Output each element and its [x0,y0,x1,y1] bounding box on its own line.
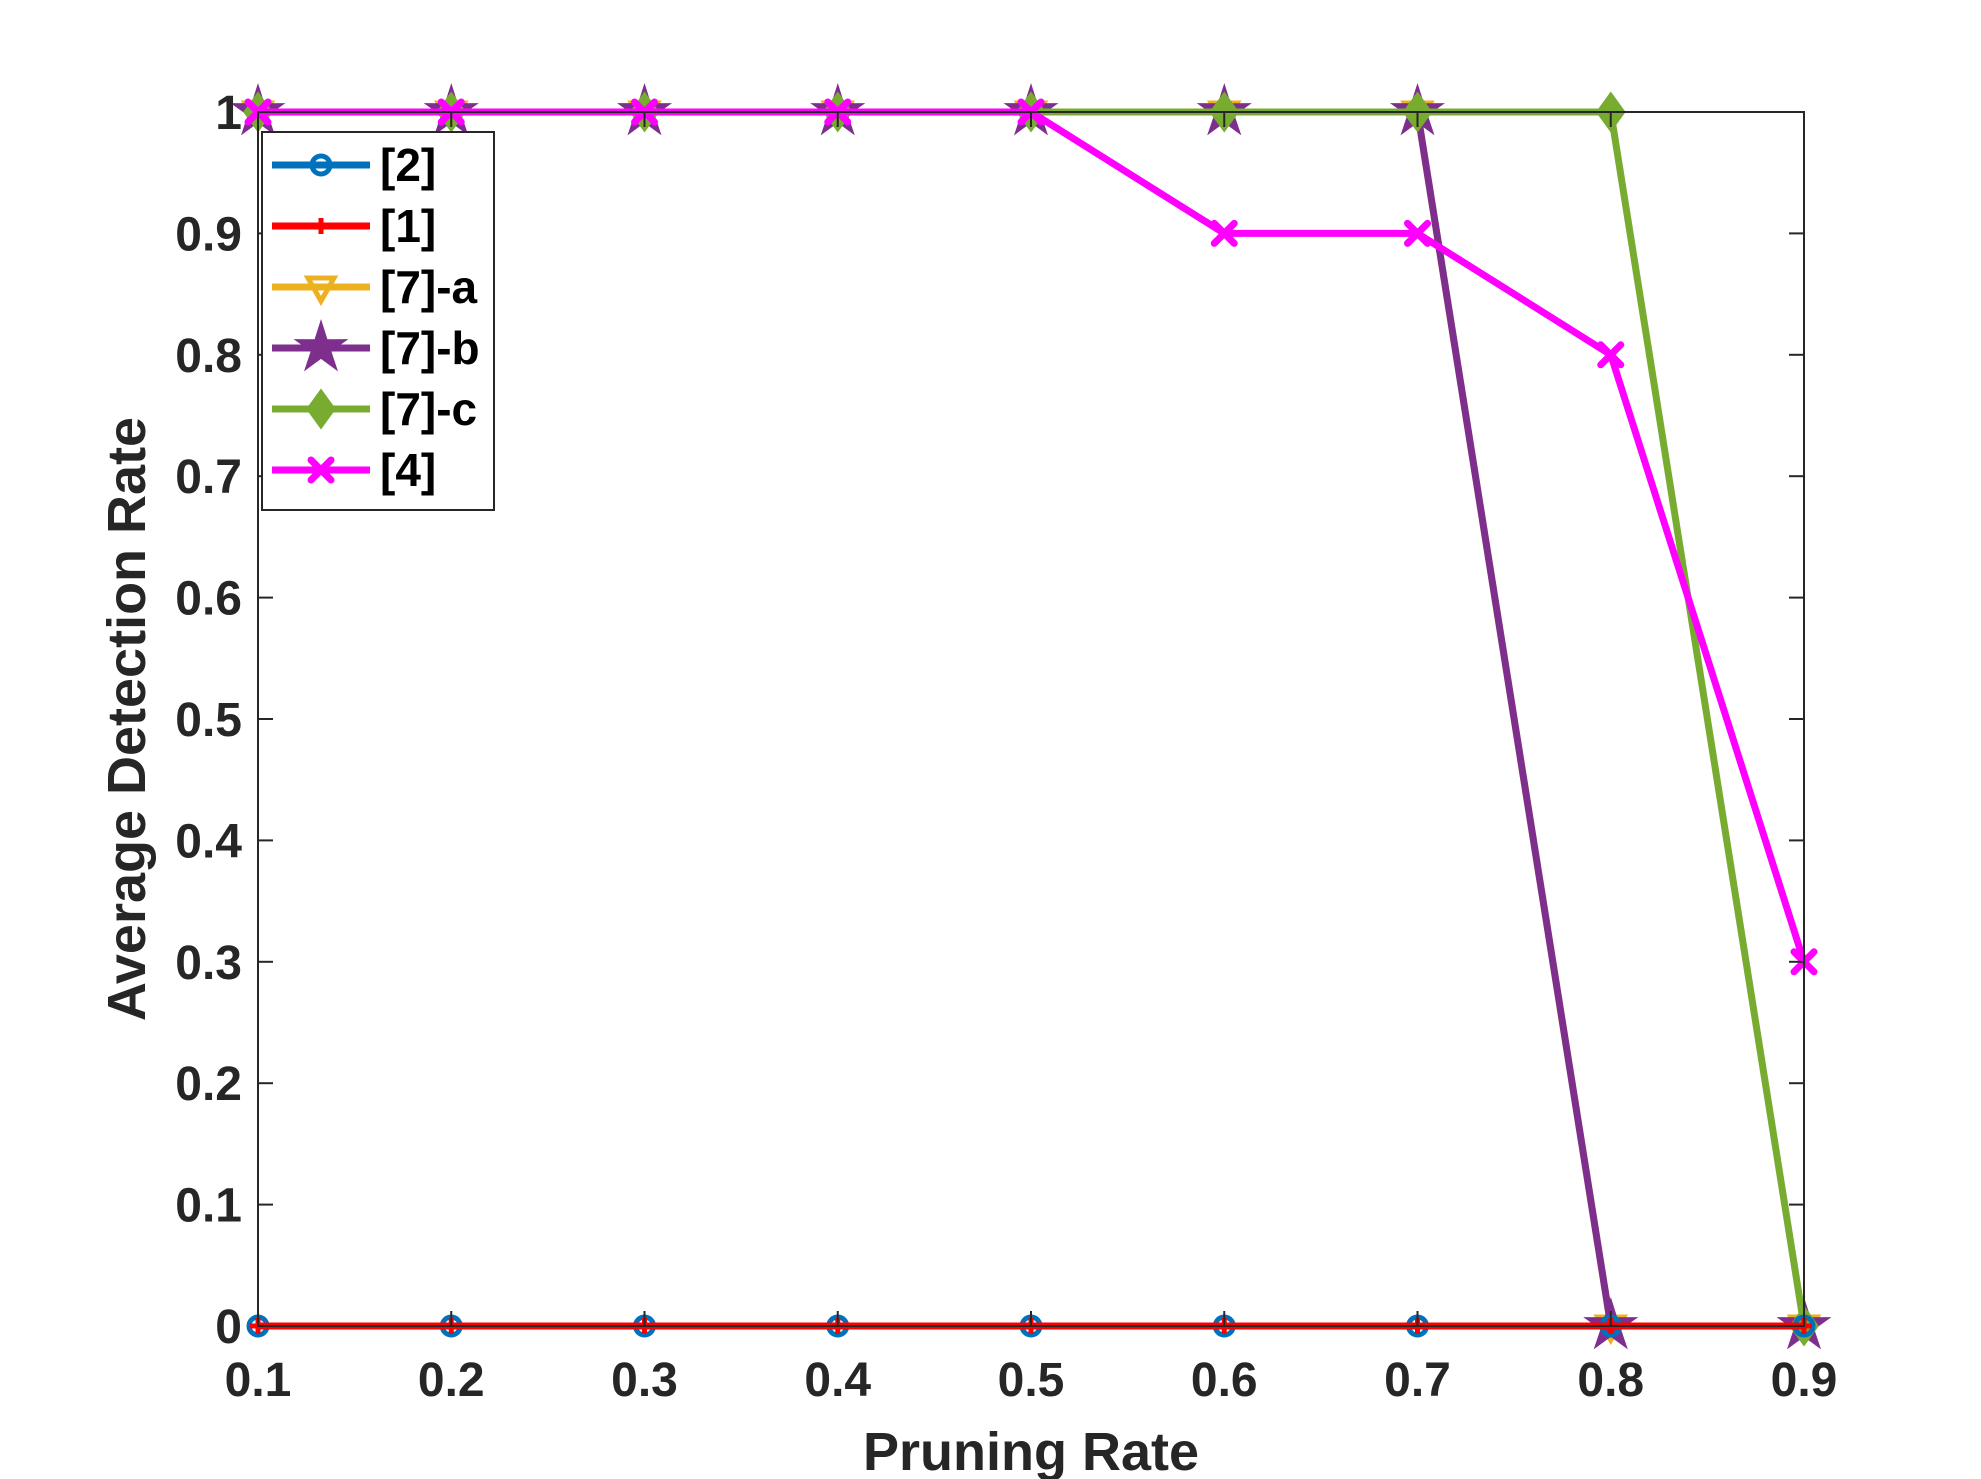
x-tick-label: 0.9 [1771,1354,1838,1407]
legend-marker [307,456,335,484]
legend-entry-7-c: [7]-c [272,383,477,435]
legend-marker [293,319,349,372]
legend-label: [7]-a [380,261,478,313]
data-point-4-6 [1210,219,1238,247]
y-tick-label: 0.8 [175,330,242,383]
y-tick-label: 0.7 [175,451,242,504]
legend: [2] [1] [7]-a [7]-b [7]-c [4] [261,131,495,511]
y-tick-label: 0.6 [175,573,242,626]
y-tick-label: 0.4 [175,815,242,868]
legend-label: [7]-c [380,383,477,435]
y-tick-label: 0.3 [175,937,242,990]
legend-entry-2: [2] [272,139,436,191]
tick-layer: 0.1 0.2 0.3 0.4 0.5 0.6 0.7 0.8 0.900.10.20.30.4… [175,87,1837,1407]
data-point-4-8 [1597,341,1625,369]
legend-marker [303,275,339,307]
x-tick-label: 0.6 [1191,1354,1258,1407]
data-point-4-7 [1404,219,1431,247]
x-tick-label: 0.4 [804,1354,871,1407]
x-tick-label: 0.1 [225,1354,292,1407]
y-tick-label: 0 [215,1301,242,1354]
legend-label: [2] [380,139,436,191]
legend-marker [313,218,329,234]
x-tick-label: 0.3 [611,1354,678,1407]
x-tick-label: 0.8 [1577,1354,1644,1407]
legend-entry-1: [1] [272,200,436,252]
legend-marker [309,153,333,177]
x-axis-label: Pruning Rate [863,1422,1199,1479]
x-tick-label: 0.7 [1384,1354,1451,1407]
y-tick-label: 0.1 [175,1180,242,1233]
y-axis-label: Average Detection Rate [97,417,157,1021]
legend-marker [306,388,336,430]
legend-label: [1] [380,200,436,252]
x-tick-label: 0.5 [998,1354,1065,1407]
y-tick-label: 0.5 [175,694,242,747]
legend-entry-7-a: [7]-a [272,261,478,313]
legend-entry-4: [4] [272,444,436,496]
legend-label: [7]-b [380,322,480,374]
legend-box [261,131,495,511]
y-tick-label: 0.2 [175,1058,242,1111]
legend-entry-7-b: [7]-b [272,319,480,374]
legend-label: [4] [380,444,436,496]
y-tick-label: 0.9 [175,208,242,261]
y-tick-label: 1 [215,87,242,140]
x-tick-label: 0.2 [418,1354,485,1407]
